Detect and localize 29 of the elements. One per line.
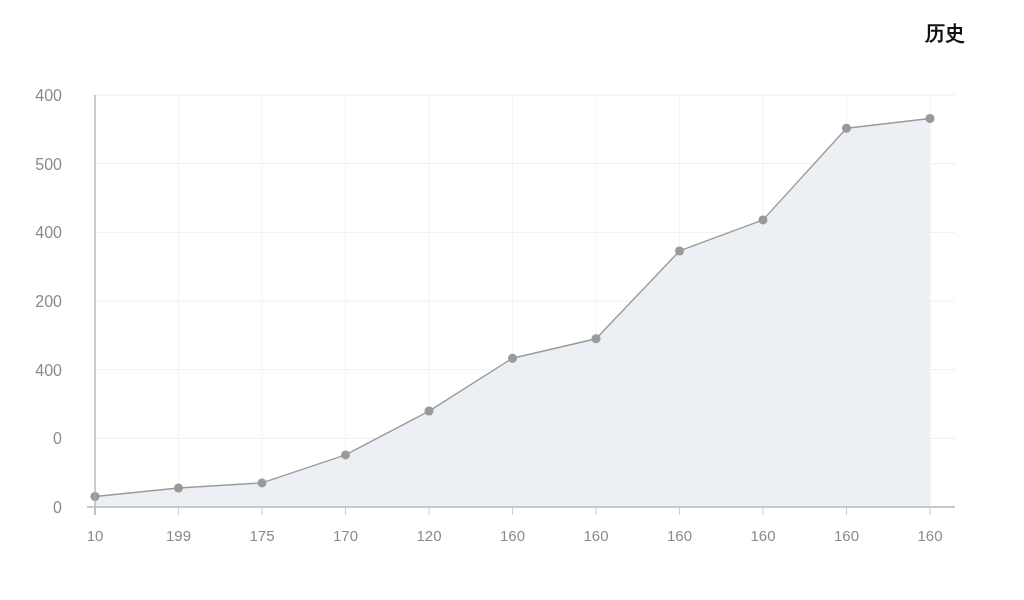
- text: 0: [53, 499, 63, 516]
- text: 400: [35, 224, 63, 242]
- point: [842, 123, 851, 133]
- point: [675, 246, 684, 256]
- point: [174, 483, 183, 493]
- x-tick-label: 175: [249, 527, 275, 544]
- point: [341, 450, 350, 460]
- point: [591, 334, 601, 344]
- chart-title: 历史: [924, 22, 965, 44]
- point: [257, 478, 267, 488]
- text: 400: [35, 87, 63, 104]
- point: [424, 406, 434, 416]
- point: [508, 353, 517, 363]
- text: 500: [35, 155, 63, 173]
- x-tick-label: 10: [86, 527, 104, 544]
- x-tick-label: 160: [917, 527, 943, 544]
- text: 0: [53, 430, 63, 448]
- point: [758, 215, 768, 225]
- point: [925, 113, 935, 123]
- x-tick-label: 160: [583, 527, 609, 544]
- text: 200: [35, 293, 63, 310]
- x-tick-label: 199: [165, 527, 192, 544]
- x-tick-label: 160: [666, 527, 693, 544]
- text: 400: [35, 361, 63, 379]
- x-tick-label: 170: [332, 527, 359, 544]
- x-tick-label: 160: [499, 527, 526, 544]
- x-tick-label: 160: [750, 527, 776, 544]
- x-tick-label: 160: [833, 527, 860, 544]
- x-tick-label: 120: [416, 527, 442, 544]
